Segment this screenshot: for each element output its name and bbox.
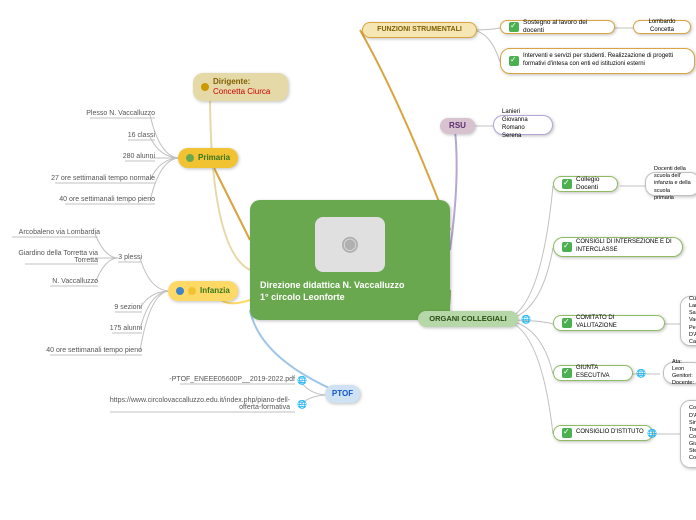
- rsu-names-text: Lanieri Giovanna Romano Serena: [502, 109, 544, 140]
- central-node[interactable]: ◉ Direzione didattica N. Vaccalluzzo 1° …: [250, 200, 450, 320]
- central-image-placeholder: ◉: [315, 217, 385, 272]
- funzioni-row0-text: Sostegno al lavoro dei docenti: [523, 19, 606, 36]
- infanzia-item-2: 40 ore settimanali tempo pieno: [30, 347, 142, 354]
- primaria-item-4: 40 ore settimanali tempo pieno: [40, 196, 155, 203]
- infanzia-plesso-1: Giardino della Torretta via Torretta: [15, 250, 98, 264]
- infanzia-node[interactable]: Infanzia: [168, 281, 238, 301]
- dirigente-node[interactable]: Dirigente: Concetta Ciurca: [193, 73, 288, 101]
- organi-child-3[interactable]: GIUNTA ESECUTIVA: [553, 365, 633, 381]
- organi-child-4-right: Comp D'Ag Sinat Toda Comp Giuse Stella C…: [680, 400, 696, 468]
- funzioni-row1-text: Interventi e servizi per studenti. Reali…: [523, 53, 686, 69]
- organi-child-4-right-text: Comp D'Ag Sinat Toda Comp Giuse Stella C…: [689, 405, 696, 462]
- check-icon: [562, 242, 572, 252]
- ptof-node[interactable]: PTOF: [325, 385, 360, 403]
- organi-child-0-label: Collegio Docenti: [576, 176, 609, 193]
- primaria-item-0: Plesso N. Vaccalluzzo: [60, 110, 155, 117]
- organi-child-1-label: CONSIGLI DI INTERSEZIONE E DI INTERCLASS…: [576, 239, 674, 255]
- check-icon: [562, 318, 572, 328]
- infanzia-item-0: 9 sezioni: [95, 304, 142, 311]
- dirigente-label: Dirigente:: [213, 77, 250, 86]
- primaria-node[interactable]: Primaria: [178, 148, 238, 168]
- organi-child-0[interactable]: Collegio Docenti: [553, 176, 618, 192]
- infanzia-icon2: [188, 287, 196, 295]
- central-line2: 1° circolo Leonforte: [260, 292, 345, 302]
- link-icon: 🌐: [297, 400, 305, 408]
- funzioni-row-0[interactable]: Sostegno al lavoro dei docenti: [500, 20, 615, 34]
- organi-child-0-right: Docenti della scuola dell' infanzia e de…: [645, 172, 696, 196]
- organi-child-2-right: Currò Lam Sale Vacc Peda D'Ag Cann: [680, 296, 696, 346]
- organi-child-4[interactable]: CONSIGLIO D'ISTITUTO: [553, 425, 653, 441]
- primaria-label: Primaria: [198, 153, 230, 163]
- rsu-names[interactable]: Lanieri Giovanna Romano Serena: [493, 115, 553, 135]
- organi-child-2[interactable]: COMITATO DI VALUTAZIONE: [553, 315, 665, 331]
- dirigente-name: Concetta Ciurca: [213, 87, 270, 96]
- link-icon: 🌐: [521, 315, 529, 323]
- primaria-item-1: 16 classi: [100, 132, 155, 139]
- infanzia-plesso-0: Arcobaleno via Lombardia: [5, 229, 100, 236]
- organi-child-2-label: COMITATO DI VALUTAZIONE: [576, 315, 656, 331]
- funzioni-row0-right: Lombardo Concetta: [642, 19, 682, 35]
- link-icon: 🌐: [636, 369, 644, 377]
- infanzia-label: Infanzia: [200, 286, 230, 296]
- organi-label: ORGANI COLLEGIALI: [429, 314, 507, 324]
- funzioni-row-0-right[interactable]: Lombardo Concetta: [633, 20, 691, 34]
- organi-child-1[interactable]: CONSIGLI DI INTERSEZIONE E DI INTERCLASS…: [553, 237, 683, 257]
- check-icon: [562, 368, 572, 378]
- organi-child-0-right-text: Docenti della scuola dell' infanzia e de…: [654, 166, 691, 202]
- ptof-item-1: https://www.circolovaccalluzzo.edu.it/in…: [90, 397, 290, 411]
- funzioni-row-1[interactable]: Interventi e servizi per studenti. Reali…: [500, 48, 695, 74]
- infanzia-plesso-2: N. Vaccalluzzo: [30, 278, 98, 285]
- primaria-item-2: 280 alunni: [100, 153, 155, 160]
- infanzia-item-1: 175 alunni: [90, 325, 142, 332]
- check-icon: [562, 179, 572, 189]
- rsu-node[interactable]: RSU: [440, 118, 475, 134]
- link-icon: 🌐: [297, 376, 305, 384]
- ptof-item-0: -PTOF_ENEEE05600P__2019-2022.pdf: [150, 376, 295, 383]
- organi-child-2-right-text: Currò Lam Sale Vacc Peda D'Ag Cann: [689, 296, 696, 346]
- organi-node[interactable]: ORGANI COLLEGIALI: [418, 311, 518, 327]
- funzioni-label: FUNZIONI STRUMENTALI: [377, 25, 462, 34]
- infanzia-plessi-count: 3 plessi: [105, 254, 142, 261]
- primaria-item-3: 27 ore settimanali tempo normale: [30, 175, 155, 182]
- check-icon: [509, 22, 519, 32]
- central-line1: Direzione didattica N. Vaccalluzzo: [260, 280, 405, 290]
- organi-child-3-right: Ata: Leon Genitori: Docente:: [663, 362, 696, 384]
- check-icon: [562, 428, 572, 438]
- organi-child-3-label: GIUNTA ESECUTIVA: [576, 365, 624, 381]
- primaria-icon: [186, 154, 194, 162]
- infanzia-icon1: [176, 287, 184, 295]
- check-icon: [509, 56, 519, 66]
- ptof-label: PTOF: [332, 389, 353, 399]
- link-icon: 🌐: [647, 429, 655, 437]
- organi-child-4-label: CONSIGLIO D'ISTITUTO: [576, 429, 644, 437]
- funzioni-node[interactable]: FUNZIONI STRUMENTALI: [362, 22, 477, 38]
- rsu-label: RSU: [449, 121, 466, 131]
- organi-child-3-right-text: Ata: Leon Genitori: Docente:: [672, 359, 694, 388]
- person-icon: [201, 83, 209, 91]
